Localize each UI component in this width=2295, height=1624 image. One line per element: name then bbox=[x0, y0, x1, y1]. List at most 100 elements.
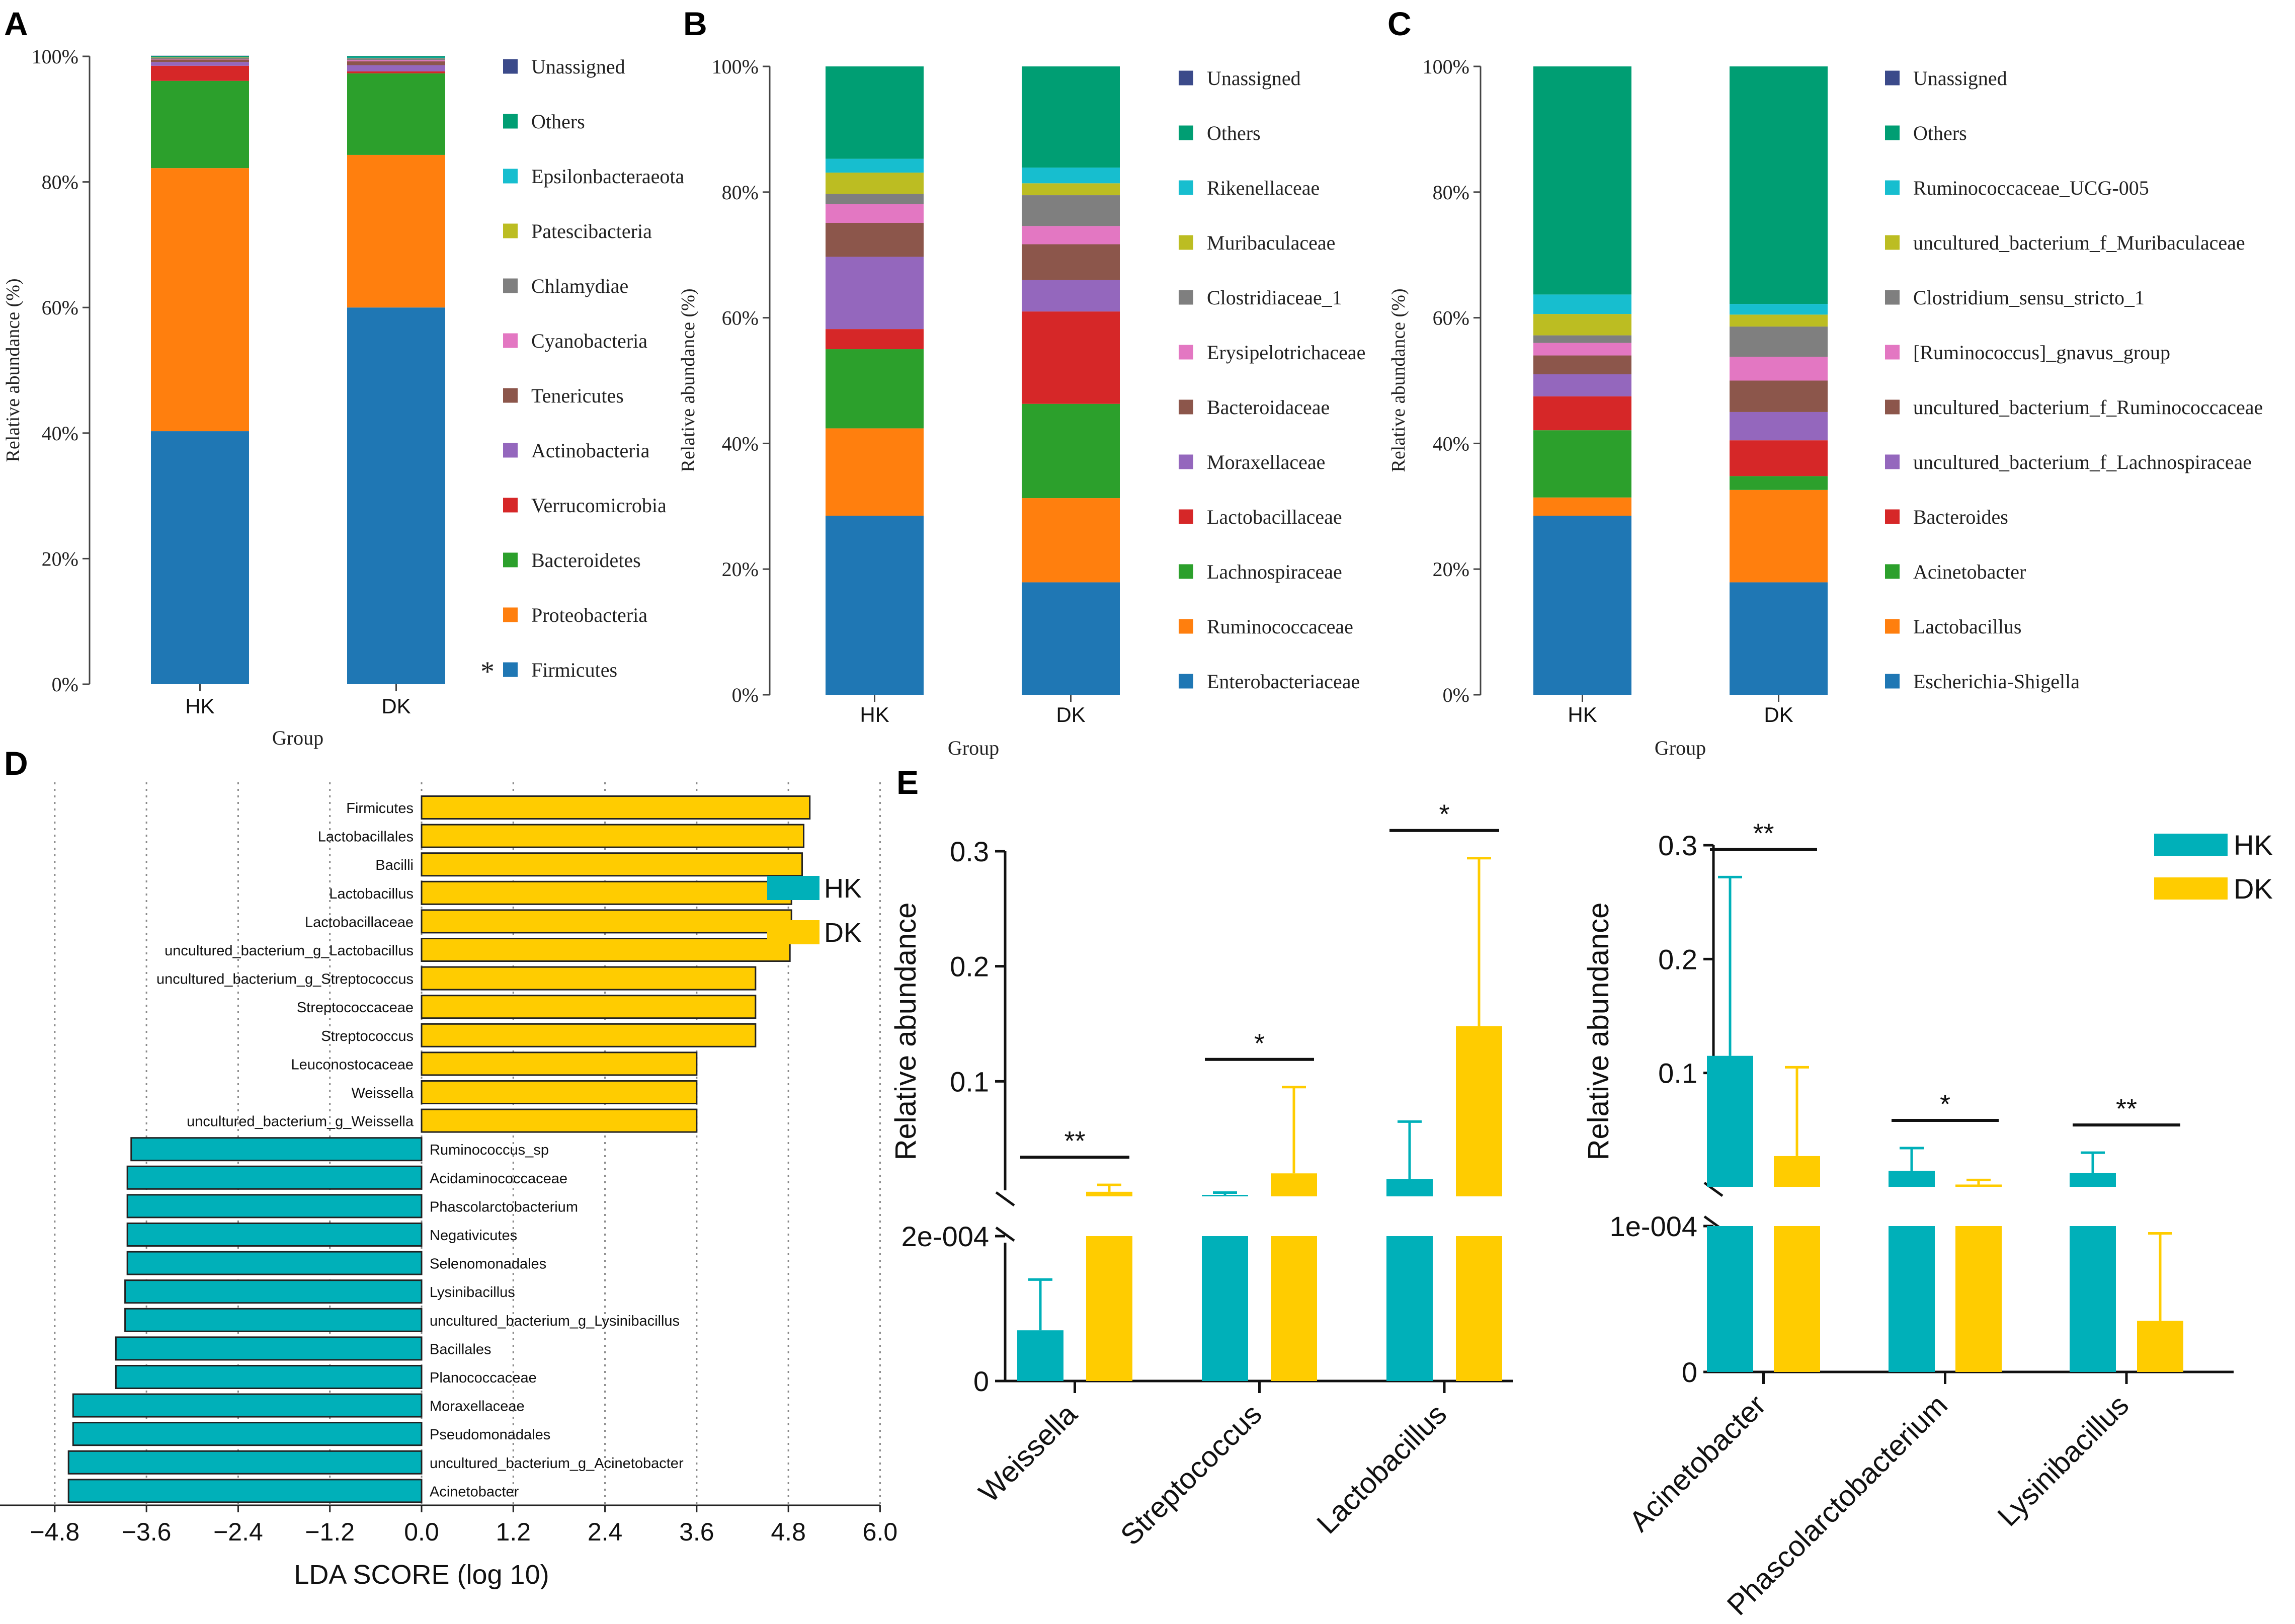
lda-bar-label: uncultured_bacterium_g_Acinetobacter bbox=[430, 1455, 684, 1472]
bar-segment-b bbox=[1022, 498, 1120, 583]
bar-segment-b bbox=[826, 516, 924, 695]
legend-swatch-c bbox=[1885, 180, 1900, 195]
lda-bar-label: Acinetobacter bbox=[430, 1484, 519, 1500]
y-tick-label-b: 40% bbox=[722, 432, 759, 455]
legend-swatch-c bbox=[1885, 509, 1900, 524]
y-axis-title-c: Relative abundance (%) bbox=[1388, 288, 1409, 472]
y-tick-label-e-left: 0 bbox=[973, 1365, 989, 1397]
lda-bar-label: Planococcaceae bbox=[430, 1370, 537, 1386]
legend-swatch-b bbox=[1179, 399, 1193, 415]
lda-bar bbox=[115, 1336, 423, 1361]
bar-segment-a bbox=[347, 65, 445, 71]
axis-break-mark-e-left bbox=[995, 1226, 1015, 1242]
legend-swatch-a bbox=[503, 443, 518, 458]
legend-label-b: Enterobacteriaceae bbox=[1207, 670, 1360, 693]
lda-bar bbox=[421, 966, 757, 991]
y-tick-label-e-right: 0.3 bbox=[1658, 830, 1697, 861]
bar-segment-a bbox=[151, 56, 249, 57]
category-label-e-right: Lysinibacillus bbox=[1991, 1389, 2135, 1532]
bar-segment-c bbox=[1730, 476, 1828, 490]
bar-segment-c bbox=[1533, 430, 1631, 498]
legend-swatch-b bbox=[1179, 125, 1193, 140]
lda-bar bbox=[72, 1393, 423, 1418]
legend-swatch-b bbox=[1179, 235, 1193, 250]
lda-bar-label: Streptococcus bbox=[321, 1028, 414, 1044]
lda-bar bbox=[126, 1165, 423, 1190]
lda-bar-label: Firmicutes bbox=[346, 800, 414, 817]
legend-label-b: Erysipelotrichaceae bbox=[1207, 341, 1365, 364]
bar-segment-a bbox=[151, 431, 249, 684]
x-tick-label-d: −1.2 bbox=[305, 1518, 355, 1546]
bar-segment-a bbox=[347, 57, 445, 58]
bar-e-left bbox=[1386, 1236, 1433, 1381]
lda-bar bbox=[126, 1251, 423, 1275]
legend-swatch-c bbox=[1885, 564, 1900, 579]
legend-label-e-right: HK bbox=[2234, 829, 2273, 861]
lda-bar-label: Lysinibacillus bbox=[430, 1284, 515, 1301]
y-tick-label-c: 60% bbox=[1433, 307, 1469, 330]
bar-segment-b bbox=[826, 158, 924, 173]
legend-label-c: uncultured_bacterium_f_Muribaculaceae bbox=[1913, 231, 2245, 254]
legend-swatch-d bbox=[767, 876, 819, 900]
legend-swatch-a bbox=[503, 114, 518, 129]
lda-bar bbox=[421, 880, 792, 905]
bar-e-right bbox=[1889, 1171, 1935, 1187]
bar-e-right bbox=[1707, 1226, 1753, 1372]
bar-segment-b bbox=[1022, 311, 1120, 404]
legend-label-c: Bacteroides bbox=[1913, 506, 2008, 528]
significance-marker-e-left: * bbox=[1439, 799, 1449, 830]
legend-label-e-right: DK bbox=[2234, 873, 2273, 905]
bar-segment-b bbox=[1022, 168, 1120, 184]
legend-label-d: HK bbox=[824, 873, 862, 904]
legend-label-a: Patescibacteria bbox=[531, 220, 652, 242]
bar-segment-c bbox=[1533, 374, 1631, 396]
bar-e-right bbox=[2070, 1226, 2116, 1372]
legend-label-a: Firmicutes bbox=[531, 659, 617, 681]
lda-bar-label: uncultured_bacterium_g_Streptococcus bbox=[156, 971, 414, 988]
x-axis-title-d: LDA SCORE (log 10) bbox=[294, 1560, 549, 1590]
bar-segment-c bbox=[1533, 355, 1631, 375]
bar-segment-b bbox=[1022, 226, 1120, 245]
legend-label-b: Muribaculaceae bbox=[1207, 231, 1335, 254]
bar-e-left bbox=[1202, 1236, 1248, 1381]
legend-label-c: Unassigned bbox=[1913, 67, 2007, 90]
category-label-e-right: Acinetobacter bbox=[1623, 1389, 1772, 1538]
bar-segment-c bbox=[1730, 304, 1828, 315]
legend-swatch-c bbox=[1885, 70, 1900, 86]
bar-segment-a bbox=[347, 60, 445, 61]
bar-segment-c bbox=[1730, 66, 1828, 304]
y-tick-label-e-right: 0.2 bbox=[1658, 943, 1697, 975]
legend-swatch-c bbox=[1885, 235, 1900, 250]
panel-label-c: C bbox=[1387, 5, 1412, 42]
y-tick-label-a: 60% bbox=[42, 296, 78, 319]
bar-e-right bbox=[2070, 1173, 2116, 1187]
panel-label-b: B bbox=[683, 5, 707, 42]
legend-swatch-a bbox=[503, 169, 518, 184]
bar-segment-c bbox=[1730, 357, 1828, 381]
lda-bar bbox=[421, 1080, 698, 1104]
significance-marker-e-left: ** bbox=[1064, 1126, 1085, 1156]
category-label-e-left: Lactobacillus bbox=[1310, 1398, 1453, 1540]
bar-segment-b bbox=[826, 349, 924, 429]
lda-bar bbox=[421, 824, 805, 848]
y-tick-label-b: 0% bbox=[732, 684, 759, 706]
legend-swatch-a bbox=[503, 388, 518, 403]
legend-label-b: Lachnospiraceae bbox=[1207, 560, 1342, 583]
bar-segment-b bbox=[1022, 66, 1120, 168]
bar-segment-c bbox=[1730, 440, 1828, 476]
bar-segment-a bbox=[151, 62, 249, 66]
lda-bar bbox=[130, 1137, 423, 1162]
bar-segment-c bbox=[1533, 343, 1631, 356]
legend-swatch-e-right bbox=[2154, 877, 2228, 900]
bar-segment-b bbox=[826, 257, 924, 330]
legend-label-c: Clostridium_sensu_stricto_1 bbox=[1913, 286, 2145, 309]
bar-e-left bbox=[1271, 1173, 1317, 1196]
bar-segment-a bbox=[347, 61, 445, 65]
y-tick-label-a: 80% bbox=[42, 171, 78, 194]
y-tick-label-e-right: 1e-004 bbox=[1610, 1210, 1697, 1242]
bar-segment-a bbox=[347, 58, 445, 60]
bar-segment-a bbox=[151, 65, 249, 81]
bar-e-right bbox=[2137, 1321, 2183, 1372]
significance-note-a: * bbox=[480, 656, 495, 687]
bar-segment-a bbox=[151, 80, 249, 169]
